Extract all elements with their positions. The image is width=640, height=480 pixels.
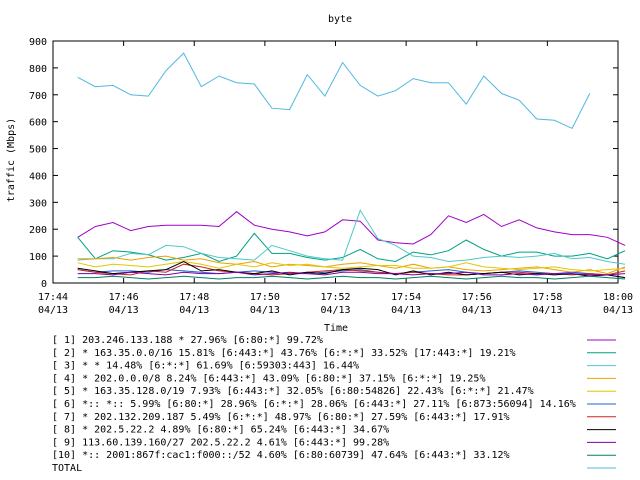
x-tick-label-date: 04/13 xyxy=(532,305,562,316)
y-tick-label: 100 xyxy=(29,252,47,263)
legend-label-4: [ 4] * 202.0.0.0/8 8.24% [6:443:*] 43.09… xyxy=(52,373,485,384)
legend-label-1: [ 1] 203.246.133.188 * 27.96% [6:80:*] 9… xyxy=(52,335,323,346)
y-tick-label: 0 xyxy=(41,279,47,290)
x-tick-label-date: 04/13 xyxy=(391,305,421,316)
x-tick-label-date: 04/13 xyxy=(603,305,633,316)
legend-label-9: [ 9] 113.60.139.160/27 202.5.22.2 4.61% … xyxy=(52,437,389,448)
series-line-7 xyxy=(77,263,626,276)
x-tick-label-date: 04/13 xyxy=(320,305,350,316)
x-tick-label-time: 17:50 xyxy=(250,292,280,303)
y-tick-label: 200 xyxy=(29,225,47,236)
series-line-9 xyxy=(77,271,626,276)
series-line-10 xyxy=(77,275,626,280)
y-axis-label: traffic (Mbps) xyxy=(6,118,17,202)
legend-label-6: [ 6] *:: *:: 5.99% [6:80:*] 28.96% [6:*:… xyxy=(52,399,576,410)
plot-border xyxy=(52,40,619,284)
legend-label-10: [10] *:: 2001:867f:cac1:f000::/52 4.60% … xyxy=(52,450,510,461)
y-tick-label: 700 xyxy=(29,91,47,102)
series-line-5 xyxy=(77,260,626,272)
x-tick-label-time: 17:52 xyxy=(320,292,350,303)
x-tick-label-time: 18:00 xyxy=(603,292,633,303)
y-tick-label: 500 xyxy=(29,145,47,156)
series-line-11 xyxy=(77,52,591,130)
x-tick-label-time: 17:48 xyxy=(179,292,209,303)
x-tick-label-time: 17:58 xyxy=(532,292,562,303)
legend-label-2: [ 2] * 163.35.0.0/16 15.81% [6:443:*] 43… xyxy=(52,348,516,359)
x-tick-label-date: 04/13 xyxy=(462,305,492,316)
x-tick-label-date: 04/13 xyxy=(109,305,139,316)
series-line-4 xyxy=(77,255,626,275)
x-tick-label-date: 04/13 xyxy=(179,305,209,316)
series-line-2 xyxy=(77,232,626,263)
x-tick-label-time: 17:46 xyxy=(109,292,139,303)
legend-label-7: [ 7] * 202.132.209.187 5.49% [6:*:*] 48.… xyxy=(52,412,510,423)
series-line-1 xyxy=(77,211,626,246)
x-tick-label-time: 17:56 xyxy=(462,292,492,303)
x-axis-label: Time xyxy=(324,323,348,334)
y-tick-label: 900 xyxy=(29,37,47,48)
x-tick-label-date: 04/13 xyxy=(38,305,68,316)
legend-label-5: [ 5] * 163.35.128.0/19 7.93% [6:443:*] 3… xyxy=(52,386,534,397)
x-tick-label-time: 17:54 xyxy=(391,292,421,303)
series-line-8 xyxy=(77,260,626,279)
chart-title: byte xyxy=(328,14,352,25)
legend-label-3: [ 3] * * 14.48% [6:*:*] 61.69% [6:59303:… xyxy=(52,361,359,372)
x-tick-label-date: 04/13 xyxy=(250,305,280,316)
legend-label-11: TOTAL xyxy=(52,463,82,474)
plot-area: 0 100 200 300 400 500 600 700 800 900 17:44 04/13 17… xyxy=(29,37,633,316)
y-tick-label: 600 xyxy=(29,118,47,129)
legend-label-8: [ 8] * 202.5.22.2 4.89% [6:80:*] 65.24% … xyxy=(52,425,389,436)
y-tick-label: 400 xyxy=(29,171,47,182)
series-line-3 xyxy=(77,209,626,265)
y-tick-label: 300 xyxy=(29,198,47,209)
legend: [ 1] 203.246.133.188 * 27.96% [6:80:*] 9… xyxy=(52,335,616,474)
x-tick-label-time: 17:44 xyxy=(38,292,68,303)
y-tick-label: 800 xyxy=(29,64,47,75)
